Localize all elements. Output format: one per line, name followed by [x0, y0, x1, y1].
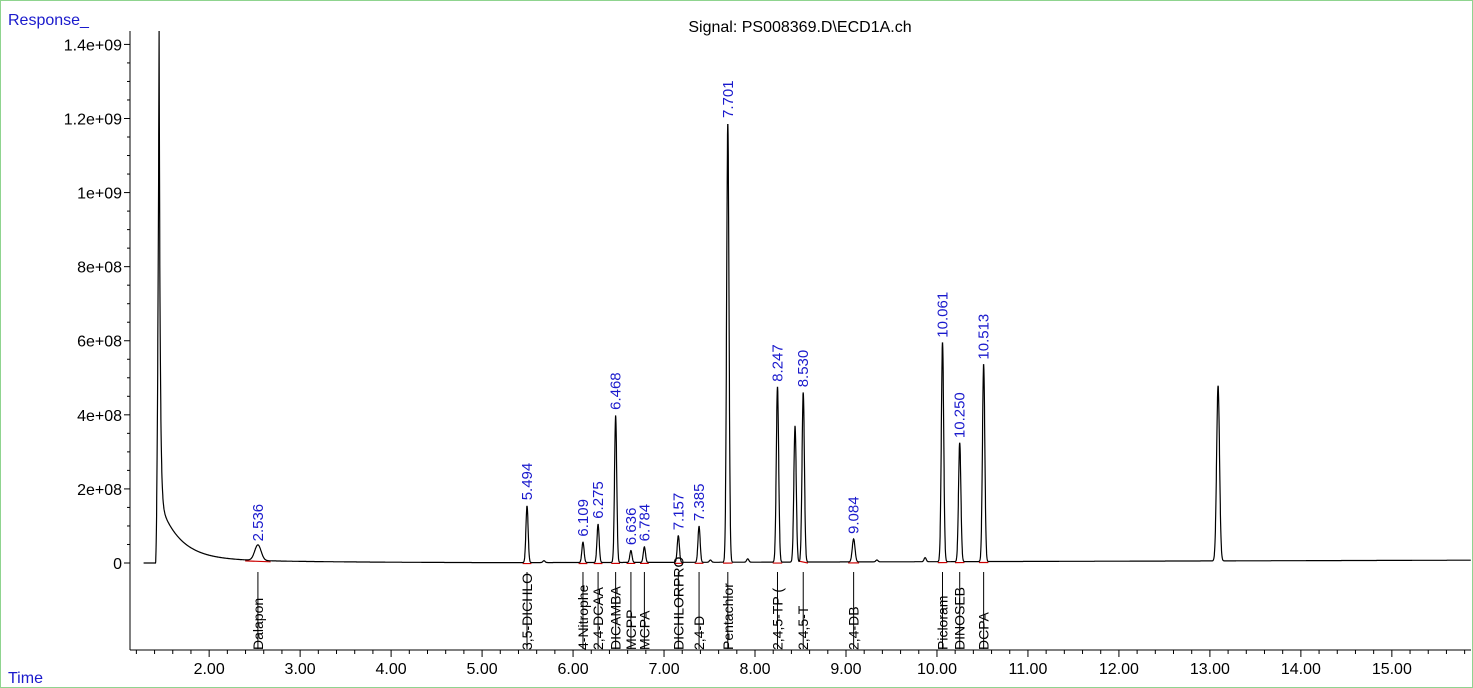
compound-label: DINOSEB — [952, 587, 968, 650]
integration-baselines — [245, 560, 989, 565]
compound-label: Pentachlor — [720, 583, 736, 650]
compound-label: 2,4-DCAA — [590, 586, 606, 650]
compound-label: Dalapon — [250, 598, 266, 650]
compound-labels: Dalapon 3,5-DICHLO 4-Nitrophe 2,4-DCAA DICAM… — [250, 557, 992, 650]
x-tick-label: 9.00 — [830, 661, 861, 678]
axis-ticks: 0 2e+08 4e+08 6e+08 8e+08 1e+09 1.2e+09 1.4e+09… — [64, 37, 1466, 678]
y-tick-label: 4e+08 — [77, 408, 122, 425]
x-axis-label: Time — [8, 670, 43, 687]
y-tick-label: 1e+09 — [77, 186, 122, 203]
x-tick-label: 4.00 — [376, 661, 407, 678]
x-tick-label: 11.00 — [1009, 661, 1048, 678]
compound-label: 2,4,5-TP ( — [770, 588, 786, 650]
compound-label: MCPP — [623, 610, 639, 650]
retention-time-label: 7.701 — [720, 80, 737, 118]
signal-trace — [143, 30, 1471, 564]
x-tick-label: 15.00 — [1372, 661, 1412, 678]
y-tick-label: 6e+08 — [77, 334, 122, 351]
x-tick-label: 5.00 — [467, 661, 498, 678]
compound-label: 2,4,5-T — [795, 605, 811, 650]
peak-baseline — [245, 560, 271, 563]
compound-label: DICHLORPRO — [670, 557, 686, 650]
compound-label: DICAMBA — [608, 586, 624, 650]
chart-title: Signal: PS008369.D\ECD1A.ch — [688, 19, 911, 36]
x-tick-label: 12.00 — [1099, 661, 1139, 678]
y-tick-label: 1.4e+09 — [64, 37, 122, 54]
compound-label: DCPA — [976, 611, 992, 650]
y-tick-label: 8e+08 — [77, 260, 122, 277]
x-tick-label: 14.00 — [1281, 661, 1321, 678]
compound-label: 4-Nitrophe — [575, 584, 591, 650]
retention-time-label: 6.109 — [575, 499, 592, 537]
retention-time-label: 9.084 — [846, 496, 863, 534]
retention-time-label: 7.157 — [670, 493, 687, 531]
retention-time-label: 10.250 — [952, 392, 969, 438]
retention-time-label: 5.494 — [519, 463, 536, 501]
peak-baseline — [798, 560, 809, 564]
x-tick-label: 2.00 — [194, 661, 225, 678]
retention-time-label: 7.385 — [691, 484, 708, 522]
x-tick-label: 13.00 — [1190, 661, 1230, 678]
compound-label: 2,4-DB — [846, 606, 862, 650]
retention-time-label: 6.468 — [608, 372, 625, 410]
retention-time-label: 6.784 — [636, 504, 653, 542]
retention-time-label: 8.530 — [795, 350, 812, 388]
compound-label: Picloram — [935, 596, 951, 650]
y-tick-label: 0 — [113, 556, 122, 573]
y-tick-label: 1.2e+09 — [64, 111, 122, 128]
compound-label: 3,5-DICHLO — [519, 573, 535, 650]
x-tick-label: 6.00 — [557, 661, 588, 678]
compound-label: MCPA — [636, 610, 652, 650]
y-tick-label: 2e+08 — [77, 482, 122, 499]
retention-time-label: 8.247 — [770, 344, 787, 382]
retention-time-label: 10.061 — [935, 292, 952, 338]
retention-time-label: 6.275 — [590, 481, 607, 519]
compound-label: 2,4-D — [691, 616, 707, 650]
retention-time-label: 6.636 — [623, 508, 640, 546]
retention-time-label: 2.536 — [250, 504, 267, 542]
x-tick-label: 8.00 — [739, 661, 770, 678]
retention-time-label: 10.513 — [976, 314, 993, 360]
x-tick-label: 7.00 — [648, 661, 679, 678]
x-tick-label: 3.00 — [285, 661, 316, 678]
x-tick-label: 10.00 — [917, 661, 957, 678]
y-axis-label: Response_ — [8, 12, 90, 29]
